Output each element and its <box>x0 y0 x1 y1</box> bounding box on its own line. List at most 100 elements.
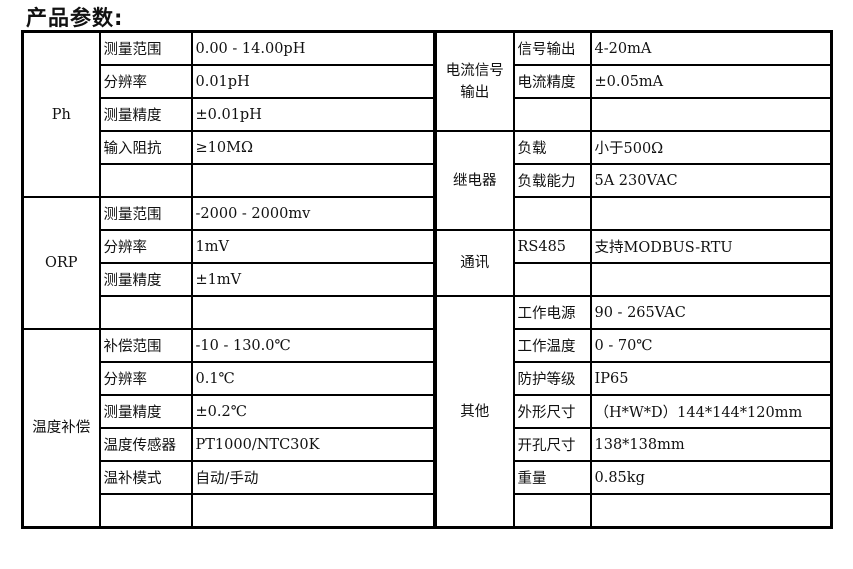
param-value: ±0.05mA <box>589 64 833 99</box>
param-value: 0 - 70℃ <box>589 328 833 363</box>
param-value: 0.01pH <box>190 64 436 99</box>
param-label: 测量精度 <box>98 262 193 297</box>
group-name: 温度补偿 <box>21 328 101 529</box>
param-value: ±0.2℃ <box>190 394 436 429</box>
param-label <box>98 163 193 198</box>
table-row: 电流精度 ±0.05mA <box>436 64 833 99</box>
table-row: 负载能力 5A 230VAC <box>436 163 833 198</box>
table-row: 通讯 RS485 支持MODBUS-RTU <box>434 229 833 297</box>
param-value: 90 - 265VAC <box>589 295 833 330</box>
param-label <box>98 493 193 529</box>
table-row: 其他 工作电源 90 - 265VAC <box>434 295 833 529</box>
table-row: 分辨率 1mV <box>23 229 436 264</box>
table-row <box>436 97 833 132</box>
param-label <box>98 295 193 330</box>
group-name: Ph <box>21 30 101 198</box>
section-title: 产品参数: <box>26 6 124 30</box>
table-row: 分辨率 0.1℃ <box>23 361 436 396</box>
param-value <box>589 196 833 231</box>
table-row <box>436 262 833 297</box>
param-value <box>589 97 833 132</box>
group-name: ORP <box>21 196 101 330</box>
param-label <box>512 262 592 297</box>
table-row: 分辨率 0.01pH <box>23 64 436 99</box>
table-row: 继电器 负载 小于500Ω <box>434 130 833 231</box>
param-value: PT1000/NTC30K <box>190 427 436 462</box>
param-value: 自动/手动 <box>190 460 436 495</box>
param-label <box>512 196 592 231</box>
spec-table-right: 电流信号输出 信号输出 4-20mA 电流精度 ±0.05mA 继电器 负载 小于500Ω 负载… <box>434 30 833 529</box>
param-label: 测量精度 <box>98 97 193 132</box>
table-row <box>23 163 436 198</box>
param-label: 负载 <box>512 130 592 165</box>
param-label: 温补模式 <box>98 460 193 495</box>
param-label: 重量 <box>512 460 592 495</box>
param-label: 外形尺寸 <box>512 394 592 429</box>
spec-table-left: Ph 测量范围 0.00 - 14.00pH 分辨率 0.01pH 测量精度 ±0.01p… <box>21 30 436 529</box>
group-name: 通讯 <box>434 229 515 297</box>
param-label: 工作温度 <box>512 328 592 363</box>
table-row: 外形尺寸 （H*W*D）144*144*120mm <box>436 394 833 429</box>
param-value: -10 - 130.0℃ <box>190 328 436 363</box>
param-label <box>512 97 592 132</box>
param-value: 0.1℃ <box>190 361 436 396</box>
param-value: （H*W*D）144*144*120mm <box>589 394 833 429</box>
param-label: 负载能力 <box>512 163 592 198</box>
param-label: 电流精度 <box>512 64 592 99</box>
table-row: 测量精度 ±0.2℃ <box>23 394 436 429</box>
param-label: 分辨率 <box>98 361 193 396</box>
param-value: -2000 - 2000mv <box>190 196 436 231</box>
table-row: ORP 测量范围 -2000 - 2000mv <box>21 196 436 330</box>
param-value: 0.85kg <box>589 460 833 495</box>
table-row: 开孔尺寸 138*138mm <box>436 427 833 462</box>
param-value: 1mV <box>190 229 436 264</box>
table-row: Ph 测量范围 0.00 - 14.00pH <box>21 30 436 198</box>
group-name: 电流信号输出 <box>434 30 515 132</box>
table-row <box>436 196 833 231</box>
param-value: 0.00 - 14.00pH <box>190 30 436 66</box>
param-value <box>190 295 436 330</box>
param-value: IP65 <box>589 361 833 396</box>
param-value <box>190 163 436 198</box>
param-label: 防护等级 <box>512 361 592 396</box>
param-label: 开孔尺寸 <box>512 427 592 462</box>
param-value: 5A 230VAC <box>589 163 833 198</box>
group-name: 其他 <box>434 295 515 529</box>
param-label: 工作电源 <box>512 295 592 330</box>
table-row: 工作温度 0 - 70℃ <box>436 328 833 363</box>
group-name: 继电器 <box>434 130 515 231</box>
table-row: 温度传感器 PT1000/NTC30K <box>23 427 436 462</box>
param-value: 小于500Ω <box>589 130 833 165</box>
param-value: 138*138mm <box>589 427 833 462</box>
table-row: 输入阻抗 ≥10MΩ <box>23 130 436 165</box>
param-label: 温度传感器 <box>98 427 193 462</box>
table-row: 温补模式 自动/手动 <box>23 460 436 495</box>
table-row: 测量精度 ±1mV <box>23 262 436 297</box>
table-row: 防护等级 IP65 <box>436 361 833 396</box>
param-value: ±0.01pH <box>190 97 436 132</box>
table-row: 温度补偿 补偿范围 -10 - 130.0℃ <box>21 328 436 529</box>
param-value <box>190 493 436 529</box>
param-label: 分辨率 <box>98 229 193 264</box>
param-label <box>512 493 592 529</box>
param-label: 测量范围 <box>98 30 193 66</box>
table-row <box>23 493 436 529</box>
param-value: 4-20mA <box>589 30 833 66</box>
param-label: 输入阻抗 <box>98 130 193 165</box>
param-label: 测量范围 <box>98 196 193 231</box>
param-label: 分辨率 <box>98 64 193 99</box>
param-label: 信号输出 <box>512 30 592 66</box>
param-label: 测量精度 <box>98 394 193 429</box>
param-value: 支持MODBUS-RTU <box>589 229 833 264</box>
param-label: RS485 <box>512 229 592 264</box>
table-row <box>23 295 436 330</box>
table-row: 重量 0.85kg <box>436 460 833 495</box>
table-row <box>436 493 833 529</box>
param-value: ±1mV <box>190 262 436 297</box>
param-label: 补偿范围 <box>98 328 193 363</box>
param-value: ≥10MΩ <box>190 130 436 165</box>
table-row: 电流信号输出 信号输出 4-20mA <box>434 30 833 132</box>
param-value <box>589 493 833 529</box>
table-row: 测量精度 ±0.01pH <box>23 97 436 132</box>
param-value <box>589 262 833 297</box>
